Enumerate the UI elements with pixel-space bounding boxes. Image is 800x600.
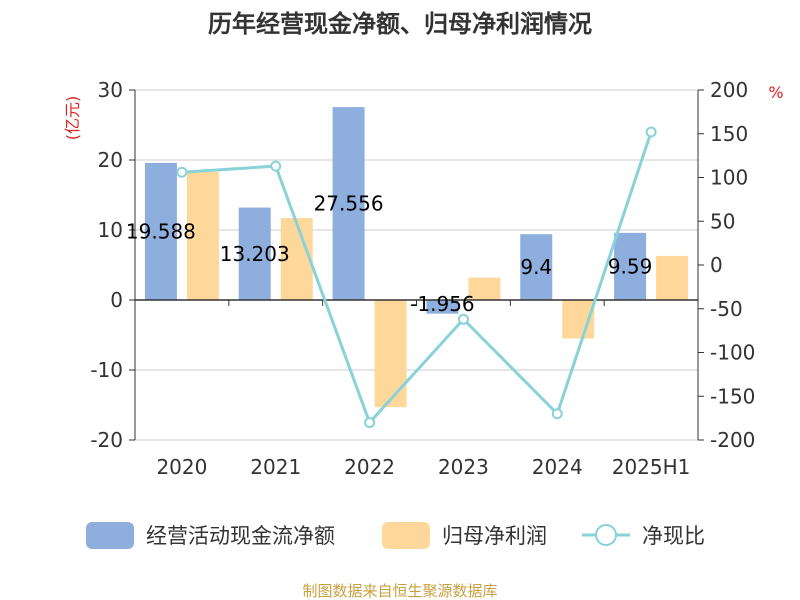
legend-label-cash-flow[interactable]: 经营活动现金流净额 xyxy=(146,524,335,548)
x-tick-label: 2021 xyxy=(250,455,301,479)
left-axis-unit: (亿元) xyxy=(63,96,82,141)
x-tick-label: 2023 xyxy=(438,455,489,479)
bar-net-profit xyxy=(280,218,313,300)
bar-net-profit xyxy=(656,255,689,300)
x-tick-label: 2024 xyxy=(532,455,583,479)
left-tick-label: 10 xyxy=(98,218,123,242)
x-tick-label: 2025H1 xyxy=(612,455,691,479)
ratio-point xyxy=(176,166,188,178)
cash-flow-data-label: 9.4 xyxy=(520,255,552,279)
right-axis-unit: % xyxy=(768,83,783,102)
right-tick-label: -50 xyxy=(710,297,743,321)
legend[interactable]: 经营活动现金流净额 归母净利润 净现比 xyxy=(86,522,705,549)
right-tick-label: 100 xyxy=(710,166,748,190)
cash-flow-data-label: 13.203 xyxy=(220,242,290,266)
left-tick-label: -20 xyxy=(90,428,123,452)
bar-cash-flow xyxy=(520,234,553,300)
bar-net-profit xyxy=(186,171,219,300)
legend-label-ratio[interactable]: 净现比 xyxy=(642,524,705,548)
left-tick-label: -10 xyxy=(90,358,123,382)
legend-swatch-net-profit[interactable] xyxy=(382,522,430,549)
left-tick-label: 30 xyxy=(98,78,123,102)
ratio-line xyxy=(176,126,657,428)
ratio-point xyxy=(270,160,282,172)
right-tick-label: 50 xyxy=(710,209,735,233)
left-tick-label: 0 xyxy=(110,288,123,312)
bar-cash-flow xyxy=(426,300,459,314)
grid-lines xyxy=(135,89,698,441)
x-tick-label: 2020 xyxy=(156,455,207,479)
cash-flow-data-label: -1.956 xyxy=(410,292,474,316)
legend-swatch-ratio-marker[interactable] xyxy=(595,524,617,546)
bar-net-profit xyxy=(374,300,407,408)
right-tick-label: 200 xyxy=(710,78,748,102)
left-tick-label: 20 xyxy=(98,148,123,172)
ratio-point xyxy=(645,126,657,138)
right-tick-label: -100 xyxy=(710,341,755,365)
ratio-point xyxy=(551,408,563,420)
ratio-line-path xyxy=(181,131,653,426)
x-tick-label: 2022 xyxy=(344,455,395,479)
right-tick-label: -150 xyxy=(710,384,755,408)
legend-label-net-profit[interactable]: 归母净利润 xyxy=(442,524,547,548)
axes: 3020100-10-20200150100500-50-100-150-200… xyxy=(90,78,755,479)
right-tick-label: -200 xyxy=(710,428,755,452)
ratio-point xyxy=(457,313,469,325)
source-note: 制图数据来自恒生聚源数据库 xyxy=(302,582,497,600)
right-tick-label: 150 xyxy=(710,122,748,146)
data-labels: 19.588 13.203 27.556 -1.956 9.4 9.59 xyxy=(126,192,652,316)
bar-net-profit xyxy=(468,277,501,300)
cash-flow-data-label: 19.588 xyxy=(126,219,196,243)
bar-cash-flow xyxy=(238,207,271,300)
right-tick-label: 0 xyxy=(710,253,723,277)
cash-flow-data-label: 27.556 xyxy=(314,192,384,216)
legend-swatch-cash-flow[interactable] xyxy=(86,522,134,549)
bar-cash-flow xyxy=(332,107,365,300)
ratio-point xyxy=(364,417,376,428)
chart-title: 历年经营现金净额、归母净利润情况 xyxy=(208,10,592,38)
bars xyxy=(144,107,689,408)
bar-cash-flow xyxy=(144,162,177,300)
cash-flow-data-label: 9.59 xyxy=(608,254,653,278)
bar-cash-flow xyxy=(614,232,647,300)
